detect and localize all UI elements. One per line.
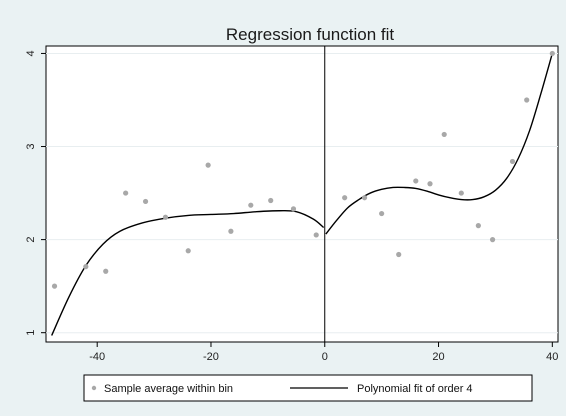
scatter-point <box>123 190 129 196</box>
scatter-point <box>313 232 319 238</box>
scatter-point <box>489 237 496 243</box>
chart-title: Regression function fit <box>226 25 394 44</box>
y-tick-label: 2 <box>25 237 37 243</box>
scatter-point <box>509 158 516 165</box>
scatter-point <box>268 197 274 204</box>
scatter-point <box>142 198 149 205</box>
scatter-point <box>427 181 433 187</box>
plot-area <box>45 45 559 343</box>
scatter-point <box>396 251 402 258</box>
y-tick-label: 3 <box>25 143 37 149</box>
axes: 1 2 3 4 -40 -20 0 20 40 <box>25 46 558 363</box>
scatter-point <box>458 190 464 196</box>
x-tick-label: -20 <box>203 351 219 363</box>
scatter-point <box>290 206 297 212</box>
x-tick-label: 20 <box>432 351 444 363</box>
scatter-point <box>413 178 419 184</box>
legend-label-scatter: Sample average within bin <box>104 383 233 395</box>
scatter-point <box>342 195 348 201</box>
y-tick-label: 4 <box>25 50 37 56</box>
scatter-point <box>103 268 109 274</box>
gridlines <box>46 52 558 334</box>
scatter-point <box>441 131 447 138</box>
scatter-point <box>228 228 234 234</box>
scatter-point <box>361 195 368 201</box>
scatter-point <box>205 162 211 168</box>
scatter-point <box>51 283 58 289</box>
scatter-point <box>475 223 481 229</box>
x-tick-label: 40 <box>546 351 558 363</box>
fit-line-segment <box>51 209 325 336</box>
x-tick-label: 0 <box>322 351 328 363</box>
scatter-point <box>185 248 191 254</box>
scatter-series <box>51 50 555 289</box>
scatter-point <box>248 202 254 208</box>
scatter-point <box>162 214 169 220</box>
legend-label-fit: Polynomial fit of order 4 <box>357 383 473 395</box>
scatter-point <box>379 210 385 217</box>
scatter-point <box>524 97 530 103</box>
y-tick-label: 1 <box>25 330 37 336</box>
legend-marker-scatter <box>91 385 97 391</box>
scatter-point <box>83 264 89 270</box>
x-tick-label: -40 <box>89 351 105 363</box>
scatter-point <box>549 50 555 57</box>
